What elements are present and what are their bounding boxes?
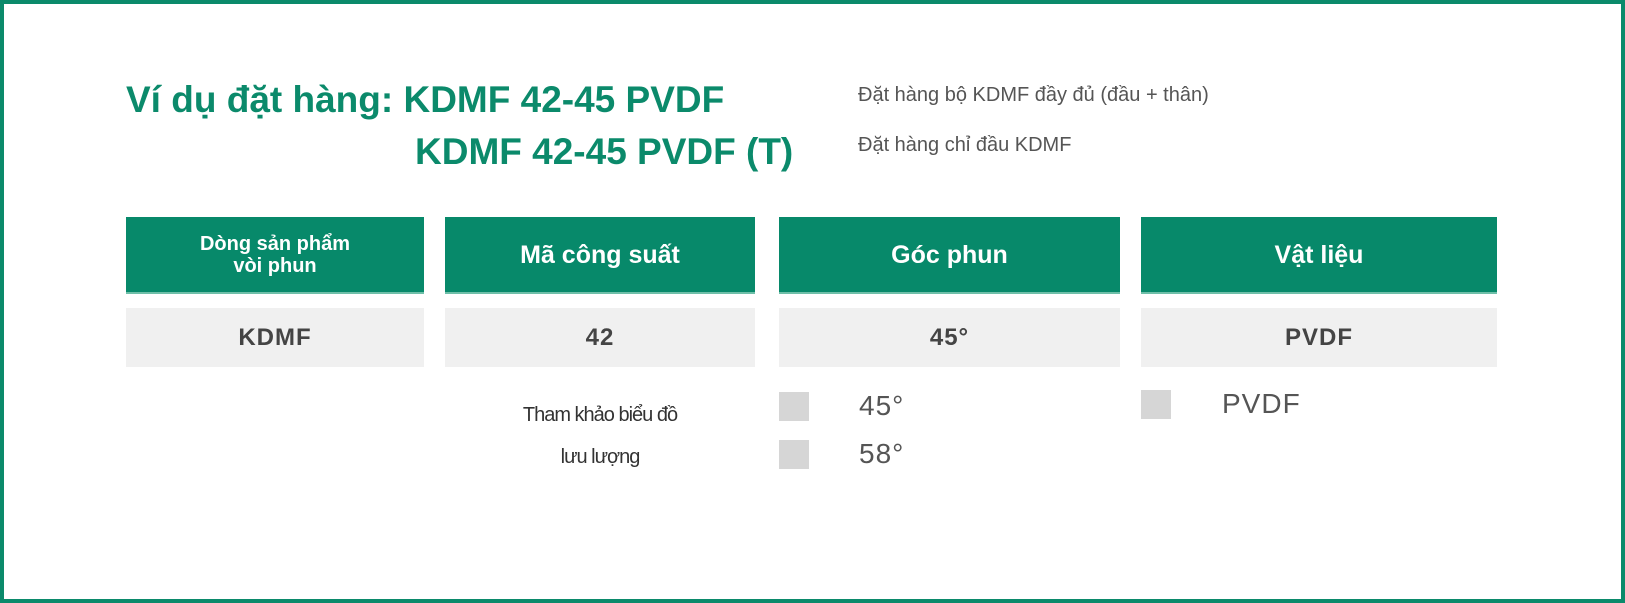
header-nozzle-series: Dòng sản phẩm vòi phun [126, 217, 424, 294]
order-example-title: Ví dụ đặt hàng: KDMF 42-45 PVDF [126, 79, 725, 120]
order-note-head-only: Đặt hàng chỉ đầu KDMF [858, 134, 1072, 156]
value-series: KDMF [126, 308, 424, 367]
header-spray-angle: Góc phun [779, 217, 1120, 294]
header-line: vòi phun [233, 254, 317, 277]
capacity-reference: Tham khảo biểu đồ lưu lượng [445, 394, 755, 478]
header-capacity-code: Mã công suất [445, 217, 755, 294]
header-material: Vật liệu [1141, 217, 1497, 294]
value-material: PVDF [1141, 308, 1497, 367]
angle-option: 58° [859, 438, 905, 469]
material-pvdf-swatch [1141, 390, 1171, 419]
angle-option: 45° [859, 390, 905, 421]
capacity-ref-line: lưu lượng [560, 446, 641, 468]
value-angle: 45° [779, 308, 1120, 367]
angle-45-swatch [779, 392, 809, 421]
order-example-line2: KDMF 42-45 PVDF (T) [415, 131, 794, 172]
capacity-ref-line: Tham khảo biểu đồ [522, 404, 678, 426]
order-note-full: Đặt hàng bộ KDMF đầy đủ (đầu + thân) [858, 84, 1209, 106]
material-option: PVDF [1222, 388, 1301, 419]
header-line: Dòng sản phẩm [199, 232, 350, 255]
angle-58-swatch [779, 440, 809, 469]
value-capacity: 42 [445, 308, 755, 367]
